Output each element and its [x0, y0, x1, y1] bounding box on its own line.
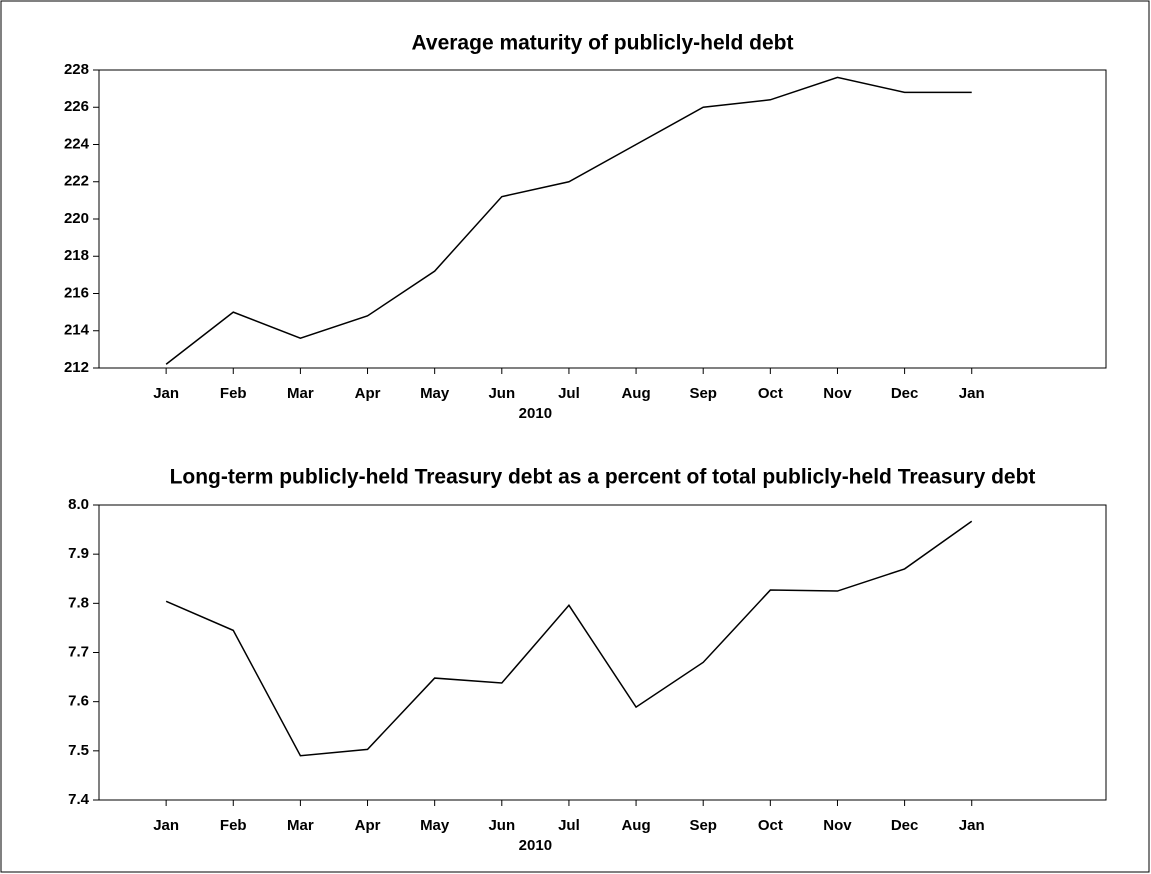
y-tick-label: 7.9: [68, 545, 89, 562]
y-tick-label: 7.6: [68, 693, 89, 710]
x-tick-label: Jul: [558, 385, 580, 402]
x-tick-label: Jan: [959, 817, 985, 834]
x-tick-label: May: [420, 385, 450, 402]
x-tick-label: Nov: [823, 817, 852, 834]
x-tick-label: Nov: [823, 385, 852, 402]
y-tick-label: 7.8: [68, 594, 89, 611]
x-tick-label: Sep: [689, 817, 717, 834]
y-tick-label: 220: [64, 210, 89, 227]
x-tick-label: Oct: [758, 817, 783, 834]
series-line: [165, 520, 973, 757]
y-tick-label: 228: [64, 61, 89, 78]
x-tick-label: Mar: [287, 385, 314, 402]
x-tick-label: Aug: [621, 385, 650, 402]
x-tick-label: Oct: [758, 385, 783, 402]
x-tick-label: Dec: [891, 817, 919, 834]
x-tick-label: Dec: [891, 385, 919, 402]
x-tick-label: Jun: [488, 817, 515, 834]
x-tick-label: Apr: [355, 817, 381, 834]
x-tick-label: Jan: [959, 385, 985, 402]
y-tick-label: 7.4: [68, 791, 90, 808]
x-axis-label: 2010: [519, 405, 552, 422]
x-tick-label: Feb: [220, 817, 247, 834]
chart-title: Long-term publicly-held Treasury debt as…: [170, 466, 1036, 489]
chart-title: Average maturity of publicly-held debt: [412, 32, 794, 55]
y-tick-label: 216: [64, 284, 89, 301]
x-tick-label: Mar: [287, 817, 314, 834]
x-tick-label: May: [420, 817, 450, 834]
y-tick-label: 226: [64, 98, 89, 115]
y-tick-label: 212: [64, 359, 89, 376]
y-tick-label: 7.5: [68, 742, 89, 759]
x-tick-label: Jan: [153, 385, 179, 402]
y-tick-label: 224: [64, 135, 90, 152]
x-tick-label: Jan: [153, 817, 179, 834]
x-tick-label: Jul: [558, 817, 580, 834]
y-tick-label: 7.7: [68, 643, 89, 660]
x-tick-label: Feb: [220, 385, 247, 402]
y-tick-label: 222: [64, 173, 89, 190]
y-tick-label: 218: [64, 247, 89, 264]
y-tick-label: 8.0: [68, 496, 89, 513]
x-tick-label: Jun: [488, 385, 515, 402]
x-tick-label: Apr: [355, 385, 381, 402]
series-line: [165, 76, 972, 365]
x-tick-label: Aug: [621, 817, 650, 834]
y-tick-label: 214: [64, 322, 90, 339]
x-axis-label: 2010: [519, 837, 552, 854]
x-tick-label: Sep: [689, 385, 717, 402]
